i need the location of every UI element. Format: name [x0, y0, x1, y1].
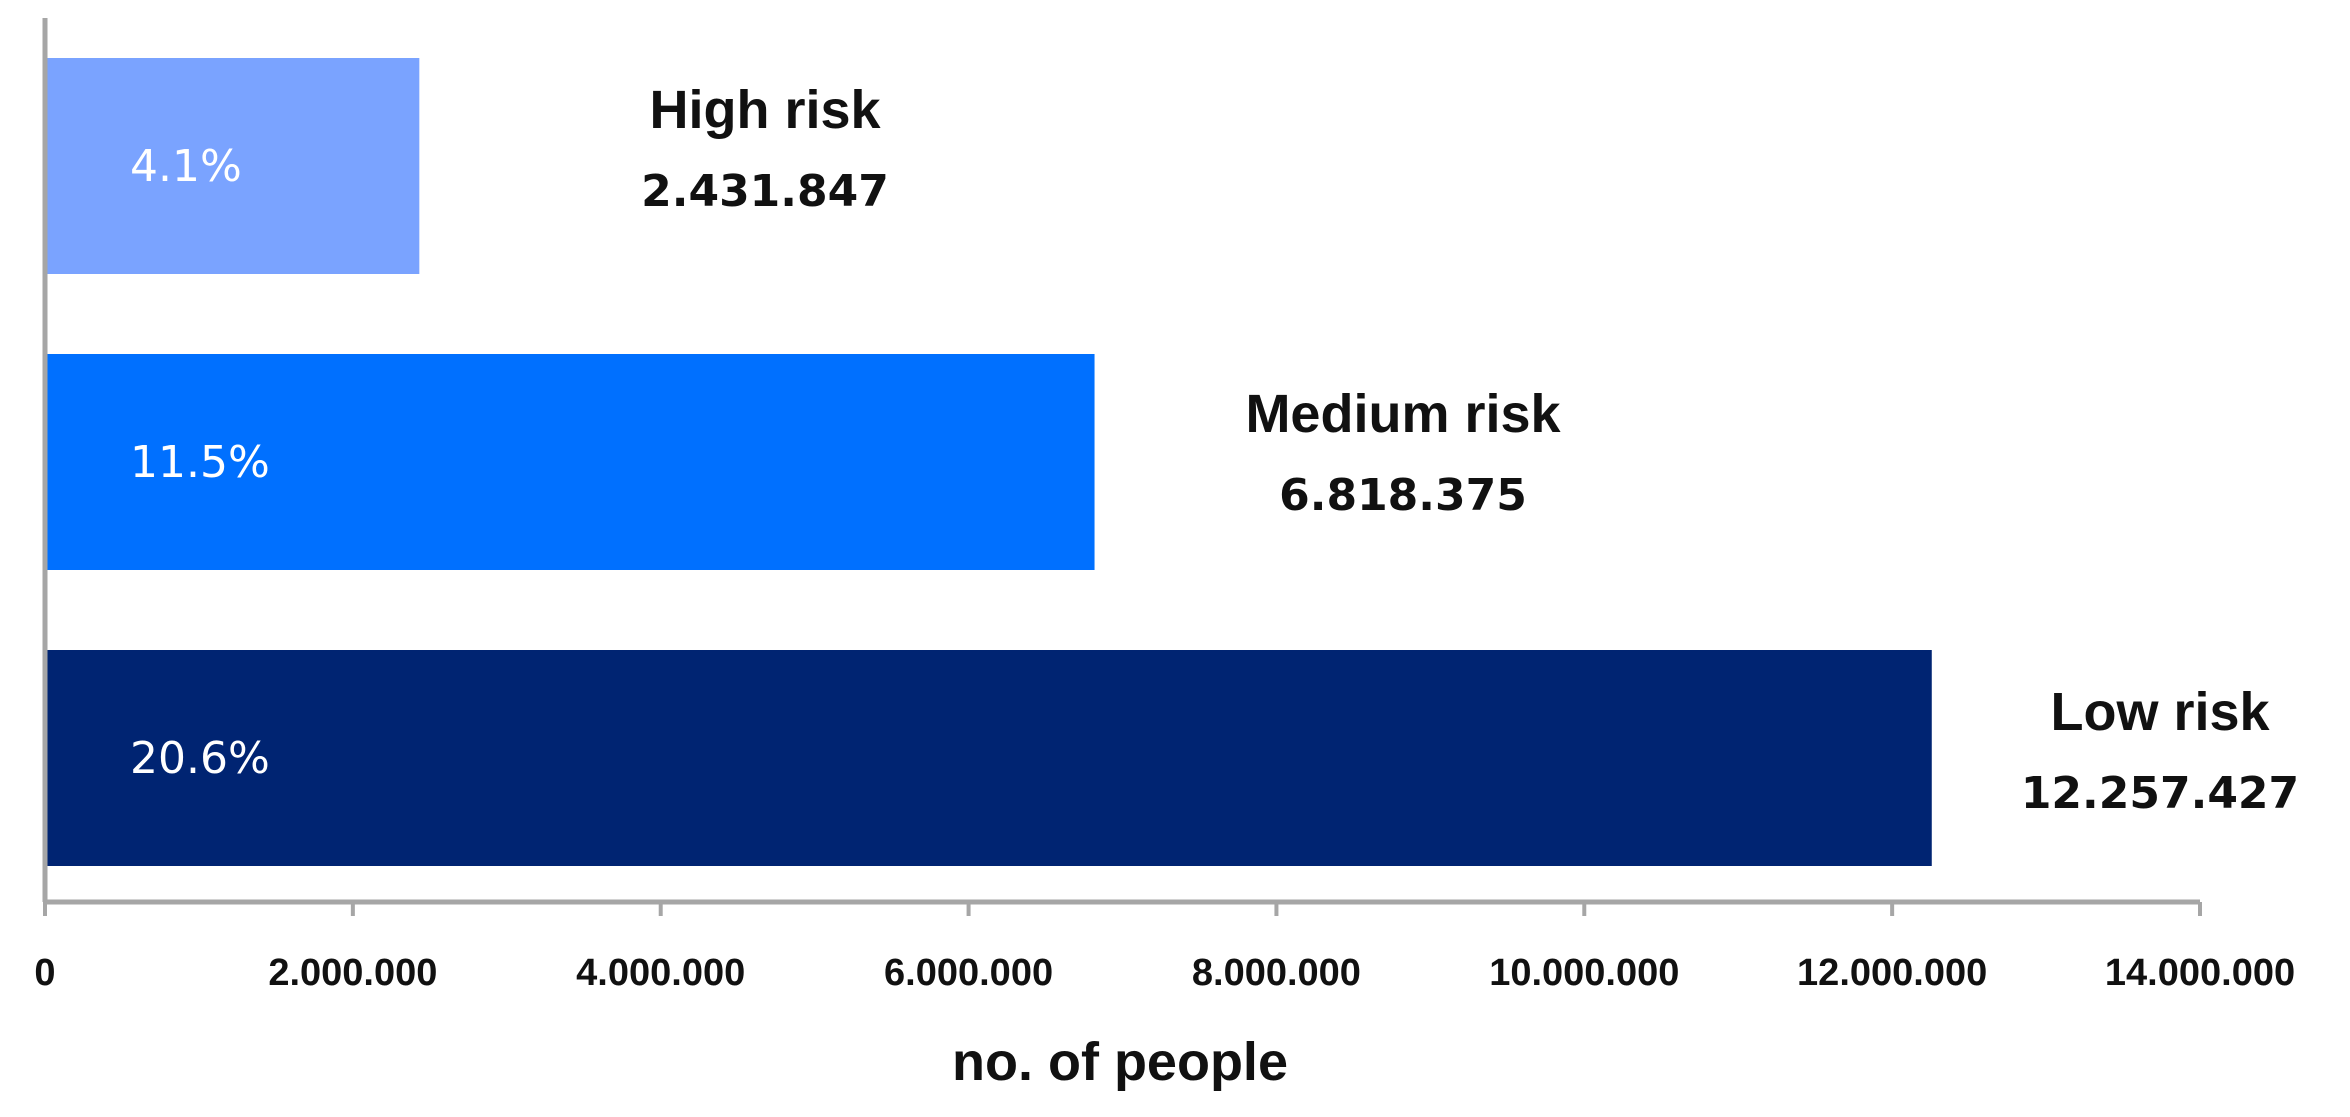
bar-category-label: High risk — [649, 80, 881, 140]
x-tick-label: 10.000.000 — [1489, 952, 1679, 994]
bars-layer — [45, 58, 1932, 866]
x-axis-title: no. of people — [952, 1032, 1288, 1092]
bar-labels-layer: 4.1% High risk 2.431.847 11.5% Medium risk 6.… — [130, 80, 2299, 819]
bar-value-label: 12.257.427 — [2021, 768, 2299, 819]
bar-low-risk — [45, 650, 1932, 866]
x-tick-label: 14.000.000 — [2105, 952, 2295, 994]
bar-percent-label: 20.6% — [130, 733, 270, 784]
bar-category-label: Low risk — [2050, 682, 2270, 742]
bar-high-risk — [45, 58, 420, 274]
bar-category-label: Medium risk — [1245, 384, 1561, 444]
bar-percent-label: 4.1% — [130, 141, 242, 192]
x-axis-ticks: 0 2.000.000 4.000.000 6.000.000 8.000.000 10.… — [34, 902, 2295, 994]
bar-value-label: 2.431.847 — [641, 166, 889, 217]
x-tick-label: 0 — [34, 952, 55, 994]
x-tick-label: 12.000.000 — [1797, 952, 1987, 994]
bar-value-label: 6.818.375 — [1279, 470, 1527, 521]
bar-percent-label: 11.5% — [130, 437, 270, 488]
x-tick-label: 2.000.000 — [268, 952, 437, 994]
x-tick-label: 6.000.000 — [884, 952, 1053, 994]
x-tick-label: 4.000.000 — [576, 952, 745, 994]
bar-medium-risk — [45, 354, 1095, 570]
x-tick-label: 8.000.000 — [1192, 952, 1361, 994]
